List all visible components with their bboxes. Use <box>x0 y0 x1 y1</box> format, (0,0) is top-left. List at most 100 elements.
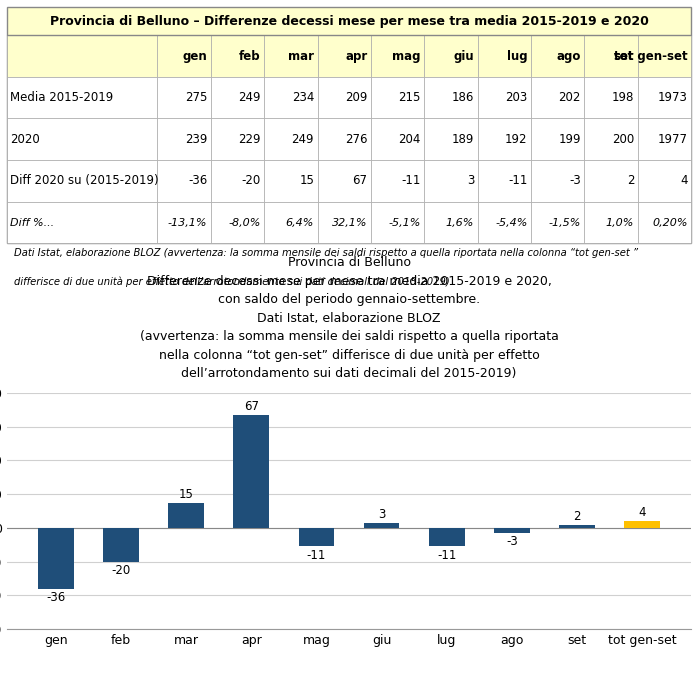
Text: mag: mag <box>392 49 421 62</box>
Text: 4: 4 <box>680 174 688 187</box>
Text: Diff %...: Diff %... <box>10 218 54 228</box>
Text: 4: 4 <box>638 506 646 519</box>
Text: 32,1%: 32,1% <box>332 218 367 228</box>
Bar <box>264 77 318 118</box>
Bar <box>264 160 318 202</box>
Text: 249: 249 <box>238 91 261 104</box>
Text: 186: 186 <box>452 91 474 104</box>
Bar <box>477 118 531 160</box>
Text: Media 2015-2019: Media 2015-2019 <box>10 91 114 104</box>
Bar <box>211 202 264 244</box>
Text: 204: 204 <box>399 133 421 146</box>
Text: 1,6%: 1,6% <box>446 218 474 228</box>
Text: Provincia di Belluno – Differenze decessi mese per mese tra media 2015-2019 e 20: Provincia di Belluno – Differenze decess… <box>50 14 648 27</box>
Bar <box>477 35 531 77</box>
Text: -36: -36 <box>188 174 207 187</box>
Bar <box>531 202 584 244</box>
Bar <box>318 202 371 244</box>
Text: -36: -36 <box>46 591 66 604</box>
Text: 15: 15 <box>179 488 193 501</box>
Bar <box>7 7 691 35</box>
Bar <box>429 528 465 547</box>
Bar <box>424 202 477 244</box>
Bar <box>371 118 424 160</box>
Text: 2020: 2020 <box>10 133 40 146</box>
Bar <box>233 415 269 528</box>
Bar <box>103 528 139 562</box>
Text: -5,4%: -5,4% <box>495 218 528 228</box>
Bar <box>7 35 158 77</box>
Bar <box>531 35 584 77</box>
Text: 275: 275 <box>185 91 207 104</box>
Bar <box>424 118 477 160</box>
Bar <box>584 77 638 118</box>
Bar <box>158 77 211 118</box>
Text: 189: 189 <box>452 133 474 146</box>
Text: tot gen-set: tot gen-set <box>614 49 688 62</box>
Text: 229: 229 <box>238 133 261 146</box>
Text: feb: feb <box>239 49 261 62</box>
Bar <box>531 77 584 118</box>
Text: 198: 198 <box>612 91 634 104</box>
Text: Diff 2020 su (2015-2019): Diff 2020 su (2015-2019) <box>10 174 159 187</box>
Bar <box>211 35 264 77</box>
Text: 15: 15 <box>299 174 314 187</box>
Text: ago: ago <box>556 49 581 62</box>
Text: 6,4%: 6,4% <box>285 218 314 228</box>
Bar <box>318 160 371 202</box>
Bar <box>38 528 74 589</box>
Bar <box>371 202 424 244</box>
Bar <box>638 160 691 202</box>
Text: gen: gen <box>183 49 207 62</box>
Bar <box>424 77 477 118</box>
Text: 3: 3 <box>467 174 474 187</box>
Text: 2: 2 <box>627 174 634 187</box>
Text: Provincia di Belluno
Differenze decessi mese per mese tra media 2015-2019 e 2020: Provincia di Belluno Differenze decessi … <box>140 256 558 380</box>
Bar <box>318 77 371 118</box>
Bar <box>424 35 477 77</box>
Text: 1,0%: 1,0% <box>606 218 634 228</box>
Text: 1973: 1973 <box>658 91 688 104</box>
Bar <box>158 118 211 160</box>
Text: -3: -3 <box>569 174 581 187</box>
Bar <box>531 160 584 202</box>
Bar <box>638 77 691 118</box>
Bar <box>494 528 530 533</box>
Bar <box>168 503 204 528</box>
Bar <box>371 77 424 118</box>
Bar <box>364 523 399 528</box>
Text: 3: 3 <box>378 508 385 521</box>
Text: 215: 215 <box>399 91 421 104</box>
Text: apr: apr <box>346 49 367 62</box>
Text: 199: 199 <box>558 133 581 146</box>
Text: -20: -20 <box>112 564 131 577</box>
Bar <box>211 77 264 118</box>
Bar <box>7 77 158 118</box>
Text: 67: 67 <box>244 399 259 412</box>
Text: 1977: 1977 <box>658 133 688 146</box>
Text: giu: giu <box>454 49 474 62</box>
Text: 2: 2 <box>573 510 581 523</box>
Bar <box>584 202 638 244</box>
Text: -8,0%: -8,0% <box>228 218 261 228</box>
Bar <box>371 160 424 202</box>
Text: -20: -20 <box>242 174 261 187</box>
Bar <box>584 118 638 160</box>
Text: lug: lug <box>507 49 528 62</box>
Bar <box>158 202 211 244</box>
Bar <box>158 35 211 77</box>
Text: -5,1%: -5,1% <box>389 218 421 228</box>
Text: 249: 249 <box>292 133 314 146</box>
Bar <box>424 160 477 202</box>
Bar <box>264 35 318 77</box>
Bar <box>264 118 318 160</box>
Text: 0,20%: 0,20% <box>652 218 688 228</box>
Bar <box>638 35 691 77</box>
Bar <box>624 521 660 528</box>
Text: -13,1%: -13,1% <box>168 218 207 228</box>
Bar <box>477 202 531 244</box>
Bar <box>7 202 158 244</box>
Text: differisce di due unità per effetto dell’arrotondamento sui dati decimali del 20: differisce di due unità per effetto dell… <box>14 276 450 287</box>
Text: 234: 234 <box>292 91 314 104</box>
Text: 203: 203 <box>505 91 528 104</box>
